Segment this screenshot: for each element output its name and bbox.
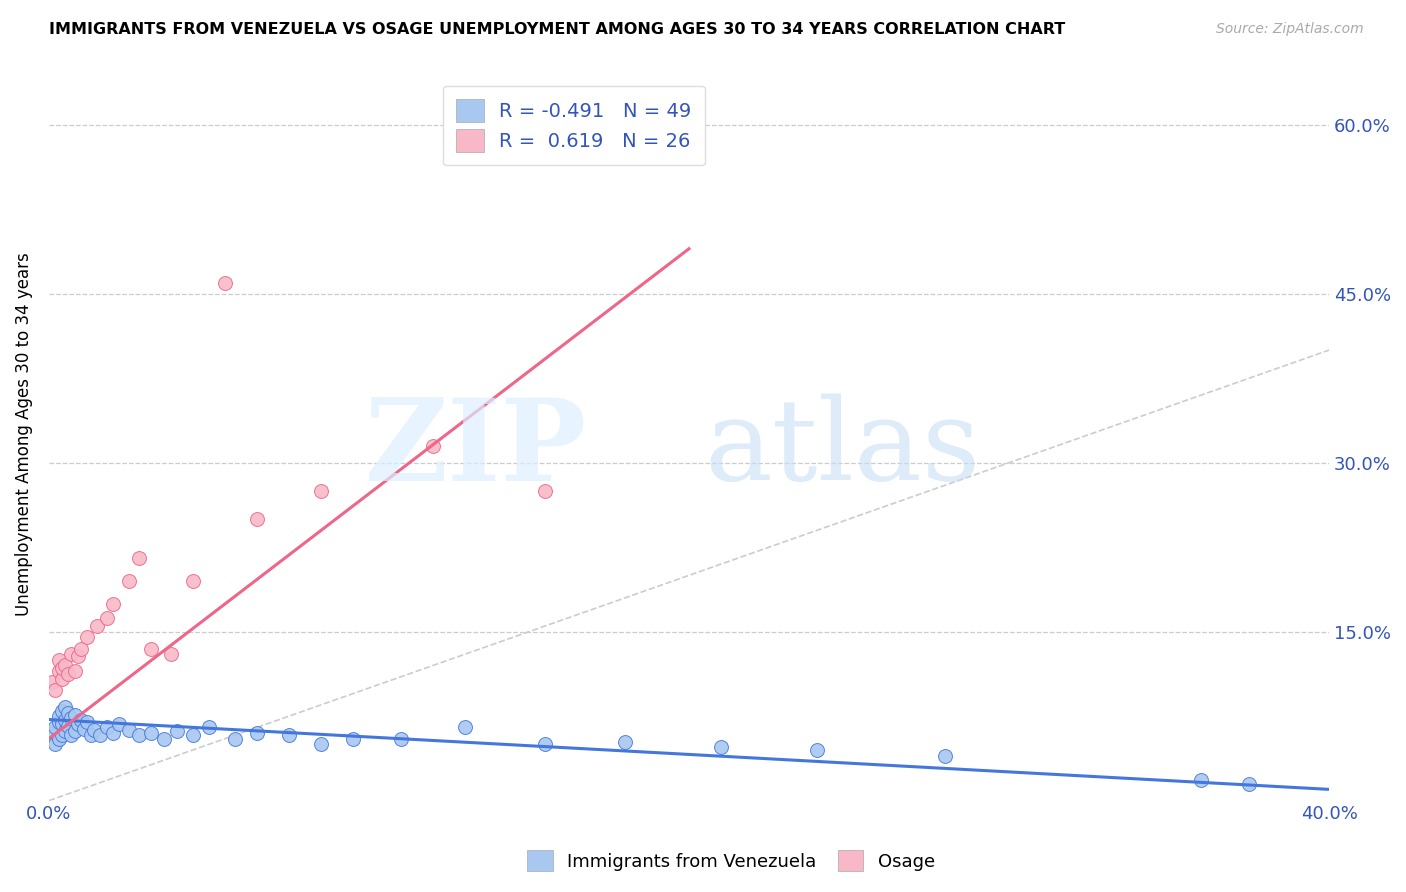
Point <box>63 664 86 678</box>
Point <box>53 658 76 673</box>
Point <box>51 661 73 675</box>
Point <box>66 649 89 664</box>
Point <box>710 739 733 754</box>
Text: atlas: atlas <box>704 394 981 505</box>
Text: IMMIGRANTS FROM VENEZUELA VS OSAGE UNEMPLOYMENT AMONG AGES 30 TO 34 YEARS CORREL: IMMIGRANTS FROM VENEZUELA VS OSAGE UNEMP… <box>49 22 1066 37</box>
Point <box>51 717 73 731</box>
Point <box>48 731 70 746</box>
Point <box>534 483 557 498</box>
Point <box>181 574 204 588</box>
Point <box>224 731 246 746</box>
Point <box>1189 773 1212 788</box>
Point <box>454 720 477 734</box>
Point <box>83 723 105 737</box>
Point <box>159 647 181 661</box>
Point <box>53 723 76 738</box>
Point <box>96 611 118 625</box>
Legend: R = -0.491   N = 49, R =  0.619   N = 26: R = -0.491 N = 49, R = 0.619 N = 26 <box>443 86 704 166</box>
Point <box>278 728 301 742</box>
Point <box>41 675 63 690</box>
Legend: Immigrants from Venezuela, Osage: Immigrants from Venezuela, Osage <box>520 843 942 879</box>
Point <box>44 683 66 698</box>
Point <box>153 731 176 746</box>
Point <box>118 574 141 588</box>
Point <box>128 551 150 566</box>
Point <box>101 597 124 611</box>
Point <box>56 719 79 733</box>
Point <box>60 647 83 661</box>
Point <box>48 714 70 729</box>
Point <box>51 728 73 742</box>
Text: ZIP: ZIP <box>364 393 586 505</box>
Point <box>51 672 73 686</box>
Point <box>63 708 86 723</box>
Point <box>48 664 70 678</box>
Point <box>70 641 93 656</box>
Point <box>56 667 79 681</box>
Point <box>79 728 101 742</box>
Point <box>389 731 412 746</box>
Point <box>614 735 637 749</box>
Point <box>60 711 83 725</box>
Point <box>73 722 96 736</box>
Point <box>51 704 73 718</box>
Point <box>70 713 93 727</box>
Point <box>934 748 956 763</box>
Point <box>198 720 221 734</box>
Point <box>44 720 66 734</box>
Point <box>1237 777 1260 791</box>
Point <box>534 737 557 751</box>
Point <box>108 717 131 731</box>
Point <box>76 714 98 729</box>
Point <box>60 728 83 742</box>
Point <box>246 726 269 740</box>
Point <box>86 619 108 633</box>
Point <box>141 641 163 656</box>
Point <box>48 653 70 667</box>
Point <box>166 723 188 738</box>
Point <box>66 717 89 731</box>
Point <box>342 731 364 746</box>
Point <box>101 726 124 740</box>
Point <box>96 720 118 734</box>
Point <box>422 439 444 453</box>
Point <box>48 709 70 723</box>
Point <box>53 713 76 727</box>
Point <box>806 743 828 757</box>
Point <box>246 512 269 526</box>
Point <box>53 700 76 714</box>
Y-axis label: Unemployment Among Ages 30 to 34 years: Unemployment Among Ages 30 to 34 years <box>15 252 32 616</box>
Point <box>41 726 63 740</box>
Point <box>118 723 141 737</box>
Point <box>214 276 236 290</box>
Point <box>309 737 332 751</box>
Point <box>63 723 86 738</box>
Point <box>89 728 111 742</box>
Text: Source: ZipAtlas.com: Source: ZipAtlas.com <box>1216 22 1364 37</box>
Point <box>141 726 163 740</box>
Point <box>128 728 150 742</box>
Point <box>181 728 204 742</box>
Point <box>56 706 79 720</box>
Point <box>44 737 66 751</box>
Point <box>76 630 98 644</box>
Point <box>309 483 332 498</box>
